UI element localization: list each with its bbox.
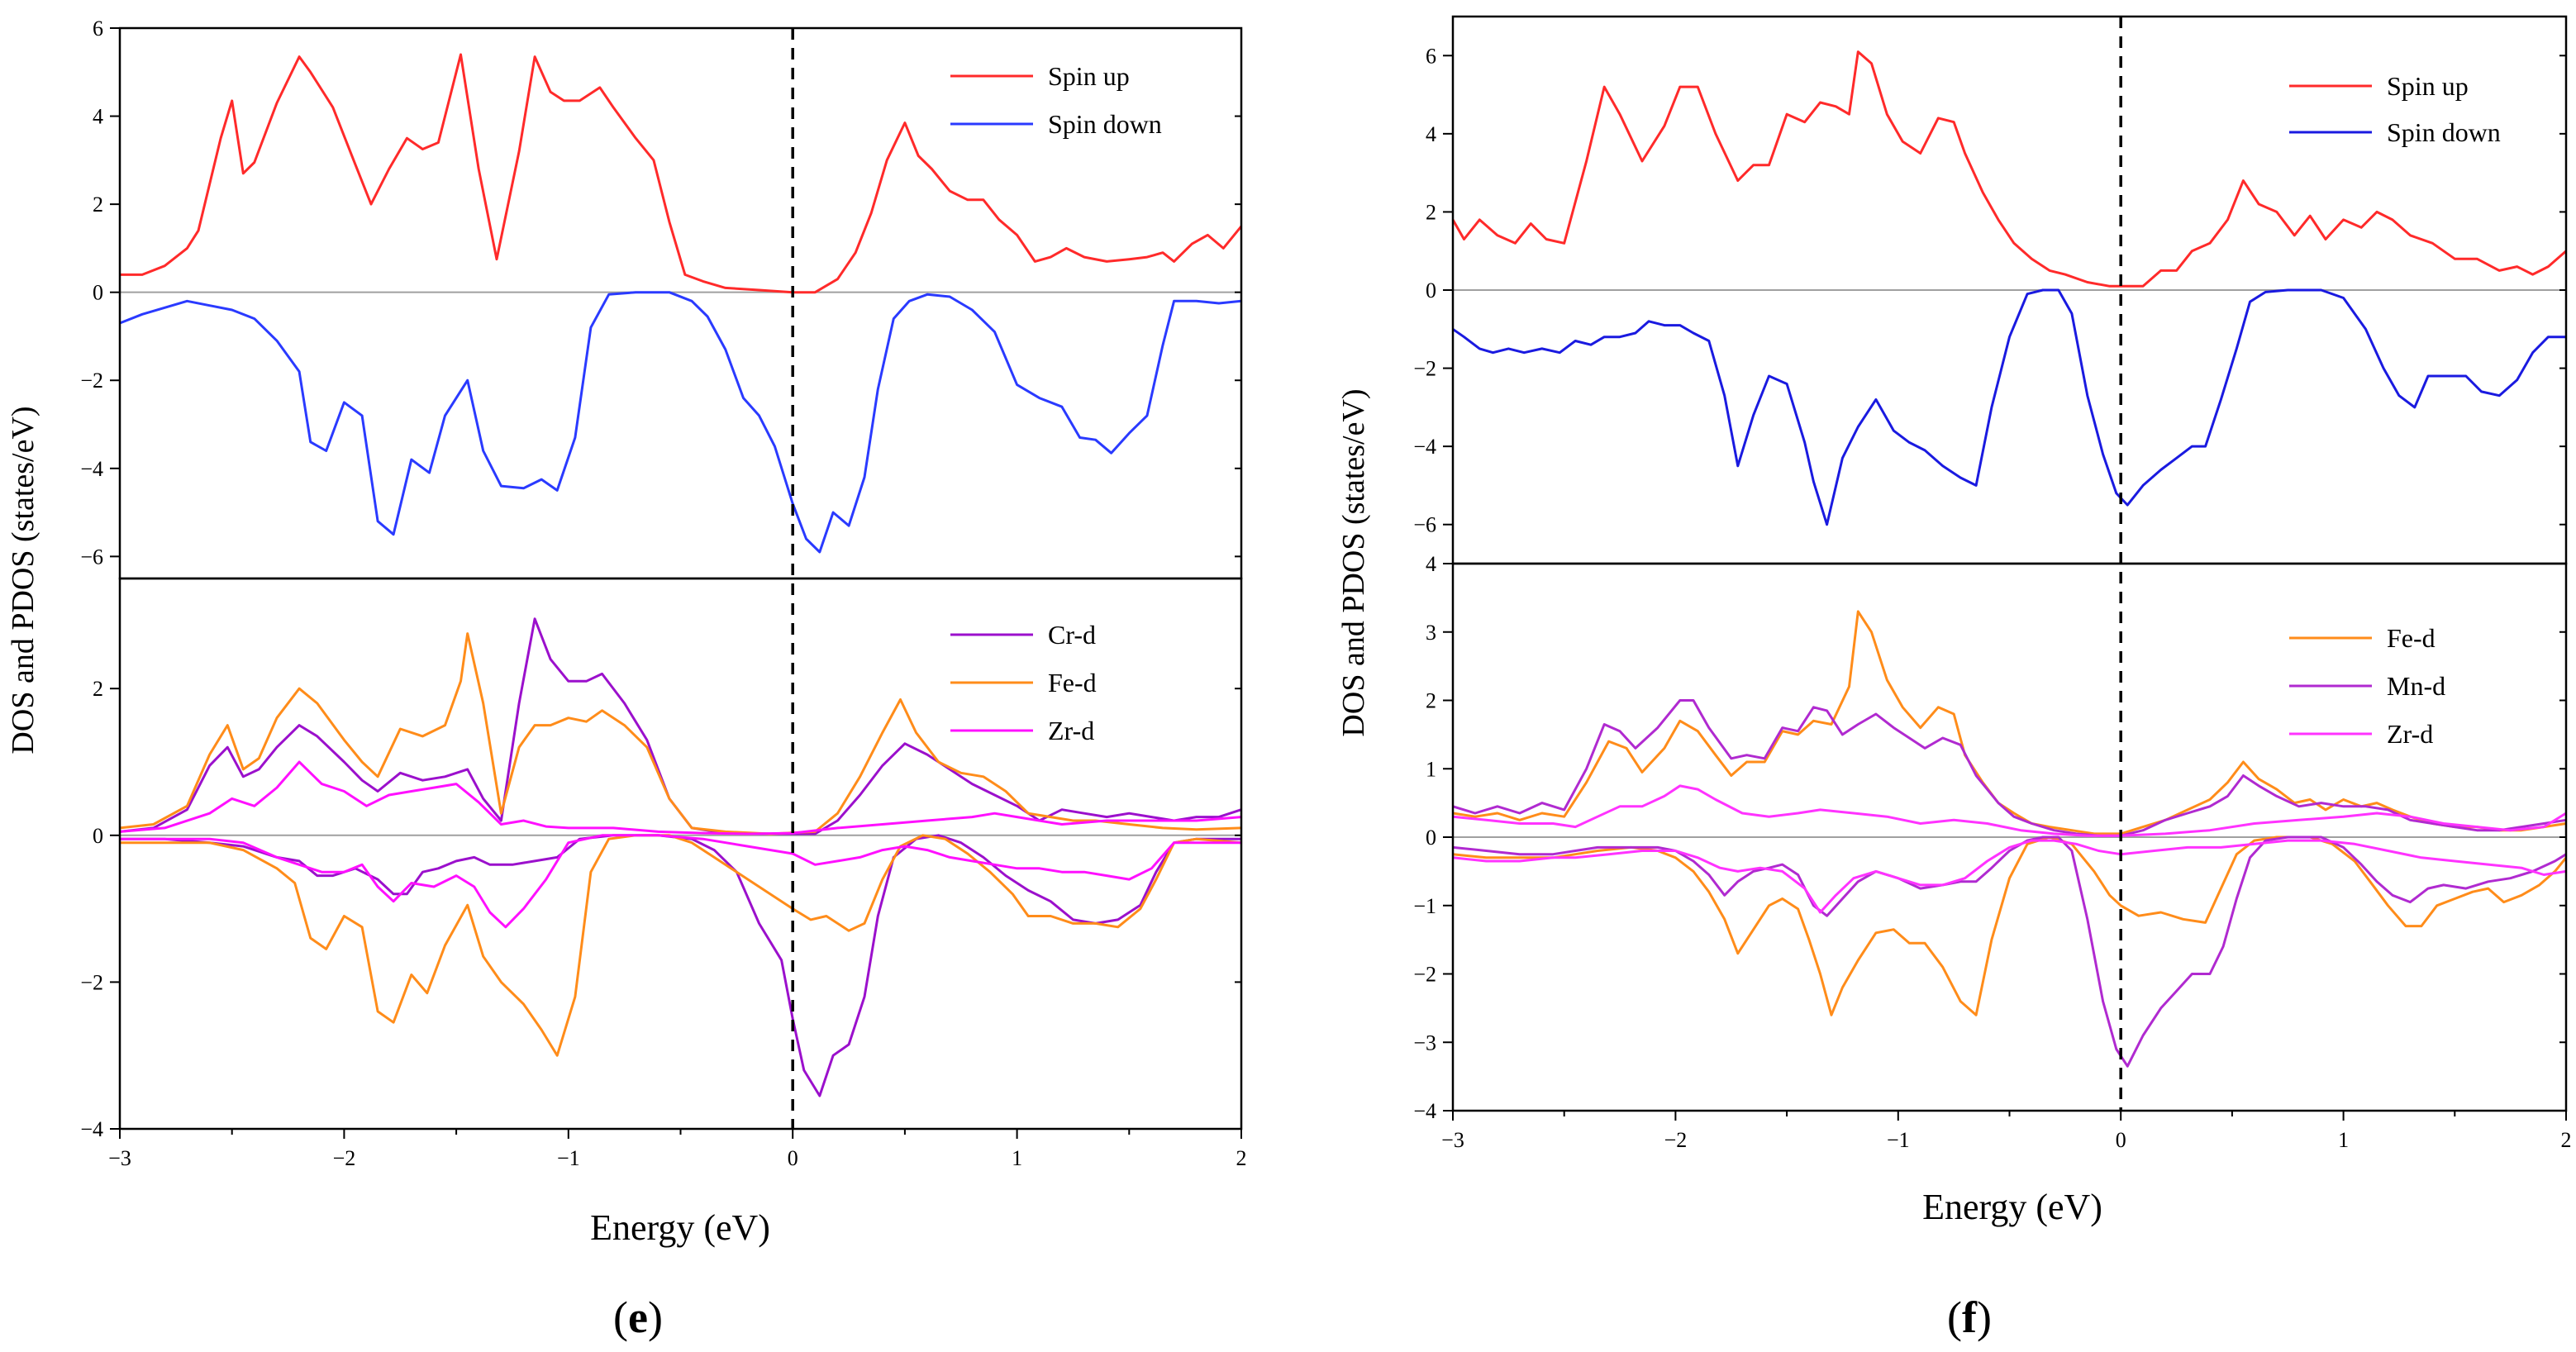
y-axis-label-e: DOS and PDOS (states/eV) bbox=[6, 406, 40, 754]
x-tick-label: −3 bbox=[1441, 1128, 1464, 1152]
y-tick-label: −6 bbox=[80, 545, 103, 569]
y-tick-label: 0 bbox=[93, 824, 103, 848]
x-tick-label: 1 bbox=[2338, 1128, 2349, 1152]
panel-f-dos: Spin up Spin down −6 −4 −2 0 2 4 6 bbox=[1413, 15, 2568, 565]
x-tick-label: −2 bbox=[333, 1146, 356, 1170]
x-axis-label-f: Energy (eV) bbox=[1922, 1187, 2102, 1227]
x-tick-label: −1 bbox=[1887, 1128, 1910, 1152]
y-tick-label: 2 bbox=[93, 193, 103, 217]
legend-label: Mn-d bbox=[2387, 671, 2445, 701]
y-tick-label: −2 bbox=[80, 970, 103, 994]
x-axis-label-e: Energy (eV) bbox=[590, 1207, 770, 1248]
y-tick-label: −4 bbox=[80, 457, 103, 481]
y-tick-label: 4 bbox=[1426, 552, 1436, 576]
x-tick-label: 1 bbox=[1012, 1146, 1022, 1170]
x-tick-label: 2 bbox=[1236, 1146, 1247, 1170]
y-tick-label: 0 bbox=[1426, 826, 1436, 850]
caption-letter-f: f bbox=[1962, 1292, 1978, 1342]
series-line-cr-d bbox=[120, 834, 1241, 1097]
caption-e: (e) bbox=[613, 1292, 663, 1342]
series-line-zr-d bbox=[1452, 784, 2567, 837]
y-tick-label: −2 bbox=[1413, 963, 1436, 987]
y-tick-label: 2 bbox=[1426, 200, 1436, 224]
y-tick-label: −4 bbox=[1413, 435, 1436, 459]
y-tick-label: −4 bbox=[1413, 1099, 1436, 1123]
legend-label: Spin down bbox=[2387, 117, 2501, 147]
y-tick-label: 2 bbox=[1426, 689, 1436, 713]
x-tick-label: 2 bbox=[2561, 1128, 2572, 1152]
y-tick-label: 4 bbox=[93, 105, 103, 129]
series-line-zr-d bbox=[119, 760, 1242, 835]
legend-label: Spin up bbox=[2387, 71, 2469, 101]
x-tick-label: −1 bbox=[557, 1146, 580, 1170]
series-line-mn-d bbox=[1452, 699, 2567, 837]
panel-e-dos: Spin up Spin down −6 −4 −2 0 2 4 6 bbox=[80, 17, 1243, 580]
series-line-spin-up bbox=[120, 53, 1243, 294]
y-tick-label: −1 bbox=[1413, 894, 1436, 918]
x-tick-label: 0 bbox=[2116, 1128, 2126, 1152]
series-line-zr-d bbox=[1452, 839, 2567, 914]
series-line-spin-down bbox=[119, 291, 1242, 554]
y-tick-label: −2 bbox=[80, 369, 103, 393]
caption-f: (f) bbox=[1947, 1292, 1992, 1342]
y-tick-label: 1 bbox=[1426, 757, 1436, 781]
y-tick-label: 4 bbox=[1426, 122, 1436, 146]
series-line-cr-d bbox=[119, 617, 1242, 835]
legend-label: Zr-d bbox=[2387, 719, 2433, 749]
chart-e: DOS and PDOS (states/eV) Energy (eV) (e)… bbox=[6, 17, 1247, 1342]
x-tick-label: 0 bbox=[788, 1146, 798, 1170]
y-tick-label: −3 bbox=[1413, 1031, 1436, 1054]
series-line-zr-d bbox=[120, 834, 1241, 929]
y-tick-label: −2 bbox=[1413, 357, 1436, 381]
legend-label: Zr-d bbox=[1048, 716, 1094, 745]
legend-label: Fe-d bbox=[2387, 623, 2436, 653]
series-line-spin-down bbox=[1452, 288, 2566, 526]
y-tick-label: 6 bbox=[1426, 44, 1436, 68]
panel-frame bbox=[118, 577, 1243, 1131]
y-tick-label: 0 bbox=[93, 281, 103, 305]
y-tick-label: −6 bbox=[1413, 513, 1436, 537]
legend-label: Spin down bbox=[1048, 109, 1162, 139]
x-tick-label: −2 bbox=[1664, 1128, 1688, 1152]
series-line-spin-up bbox=[1451, 50, 2567, 288]
y-axis-label-f: DOS and PDOS (states/eV) bbox=[1336, 388, 1371, 736]
series-line-fe-d bbox=[120, 834, 1242, 1057]
y-tick-label: 0 bbox=[1426, 278, 1436, 302]
legend-label: Fe-d bbox=[1048, 668, 1097, 697]
series-line-mn-d bbox=[1452, 835, 2567, 1068]
caption-letter-e: e bbox=[628, 1292, 648, 1342]
y-tick-label: 2 bbox=[93, 677, 103, 701]
x-tick-label: −3 bbox=[108, 1146, 131, 1170]
y-tick-label: 6 bbox=[93, 17, 103, 40]
y-tick-label: 3 bbox=[1426, 621, 1436, 645]
legend-label: Cr-d bbox=[1048, 620, 1096, 650]
panel-e-pdos: Cr-d Fe-d Zr-d −4 −2 0 2 bbox=[80, 577, 1243, 1141]
chart-f: DOS and PDOS (states/eV) Energy (eV) (f)… bbox=[1336, 15, 2572, 1342]
y-tick-label: −4 bbox=[80, 1117, 103, 1141]
panel-f-pdos: Fe-d Mn-d Zr-d −4 −3 −2 −1 0 1 2 3 4 bbox=[1413, 552, 2568, 1123]
series-line-fe-d bbox=[1452, 835, 2568, 1016]
legend-label: Spin up bbox=[1048, 61, 1130, 91]
series-line-fe-d bbox=[119, 632, 1242, 835]
